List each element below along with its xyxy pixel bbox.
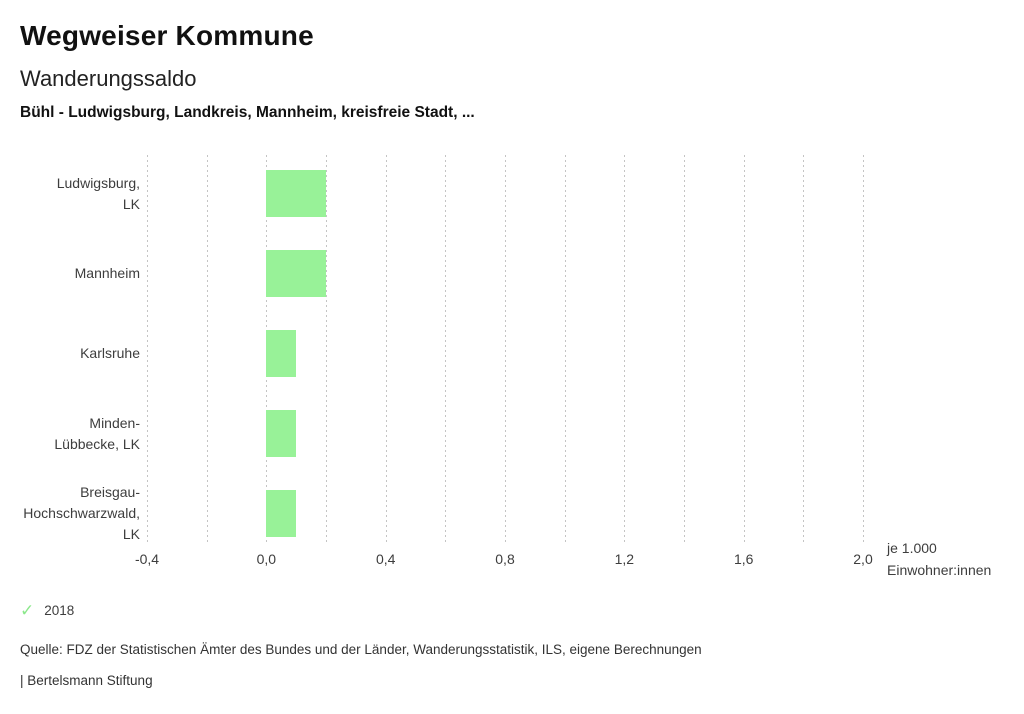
gridline: [624, 155, 626, 545]
legend-year-toggle[interactable]: ✓ 2018: [20, 602, 74, 619]
branding-note: | Bertelsmann Stiftung: [20, 673, 153, 688]
x-axis: -0,4 0,0 0,4 0,8 1,2 1,6 2,0: [135, 551, 873, 569]
gridline: [743, 155, 745, 545]
gridline: [684, 155, 685, 545]
gridline: [803, 155, 805, 545]
gridline: [385, 155, 387, 545]
x-tick-label: 1,6: [733, 551, 754, 567]
x-tick-label: 0,0: [256, 551, 277, 567]
category-label: Mannheim: [74, 265, 140, 281]
category-label: Karlsruhe: [80, 345, 140, 361]
gridline: [326, 155, 327, 545]
gridline: [505, 155, 506, 545]
legend-year-label: 2018: [44, 603, 75, 618]
category-label: Breisgau- Hochschwarzwald, LK: [23, 484, 140, 542]
x-tick-label: 2,0: [853, 551, 873, 567]
x-tick-label: 0,8: [495, 551, 515, 567]
gridline: [147, 155, 148, 545]
bar-mannheim[interactable]: [266, 250, 326, 297]
bar-breisgau--hochschwarzwald-lk[interactable]: [266, 490, 297, 537]
gridline: [564, 155, 566, 545]
category-label: Ludwigsburg, LK: [56, 174, 140, 212]
bar-ludwigsburg-lk[interactable]: [266, 170, 326, 217]
gridline: [445, 155, 447, 545]
gridline: [206, 155, 208, 545]
category-label: Minden- Lübbecke, LK: [54, 414, 140, 452]
source-note: Quelle: FDZ der Statistischen Ämter des …: [20, 642, 702, 657]
page-title: Wegweiser Kommune: [20, 20, 314, 51]
bar-karlsruhe[interactable]: [266, 330, 297, 377]
bar-minden--lübbecke-lk[interactable]: [266, 410, 297, 457]
x-tick-label: 1,2: [614, 551, 635, 567]
gridline: [863, 155, 864, 545]
chart-selection-subtitle: Bühl - Ludwigsburg, Landkreis, Mannheim,…: [20, 104, 475, 121]
y-axis-category-labels: Ludwigsburg, LK Mannheim Karlsruhe Minden- …: [0, 155, 140, 545]
chart-title: Wanderungssaldo: [20, 66, 197, 91]
check-icon: ✓: [20, 601, 35, 620]
x-tick-label: -0,4: [134, 551, 160, 567]
x-tick-label: 0,4: [375, 551, 396, 567]
axis-unit-label: je 1.000 Einwohner:innen: [887, 540, 992, 578]
plot-area: [147, 155, 864, 545]
